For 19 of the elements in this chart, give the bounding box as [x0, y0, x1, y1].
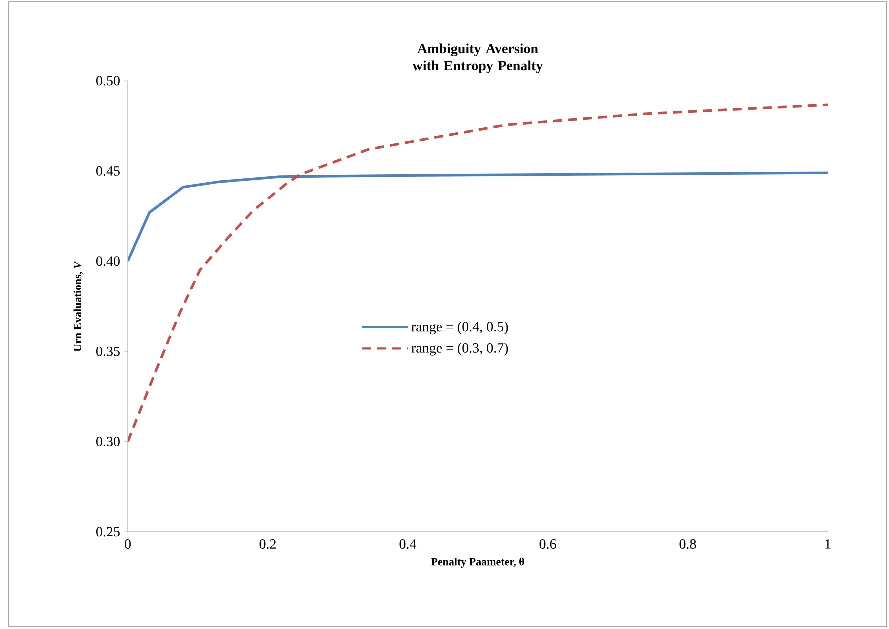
line-series — [128, 104, 828, 444]
x-tick-label: 1 — [826, 540, 831, 549]
y-tick-label: 0.50 — [96, 76, 120, 86]
x-axis-title: Penalty Paameter, θ — [431, 558, 524, 568]
line-series — [128, 172, 828, 263]
x-tick-label: 0.6 — [540, 540, 556, 550]
x-tick-label: 0 — [125, 540, 131, 549]
legend-label: range = (0.4, 0.5) — [412, 322, 508, 335]
legend-label: range = (0.3, 0.7) — [412, 343, 508, 356]
chart-title: Ambiguity Aversion with Entropy Penalty — [412, 44, 544, 74]
y-tick-label: 0.40 — [96, 256, 120, 266]
y-tick-label: 0.45 — [96, 166, 120, 176]
y-tick-label: 0.25 — [96, 527, 120, 537]
y-axis-title: Urn Evaluations, V — [74, 261, 84, 352]
x-tick-label: 0.8 — [680, 540, 696, 550]
y-tick-label: 0.30 — [96, 437, 120, 447]
x-tick-label: 0.4 — [400, 540, 417, 550]
y-tick-label: 0.35 — [96, 346, 120, 356]
x-tick-label: 0.2 — [260, 540, 276, 550]
